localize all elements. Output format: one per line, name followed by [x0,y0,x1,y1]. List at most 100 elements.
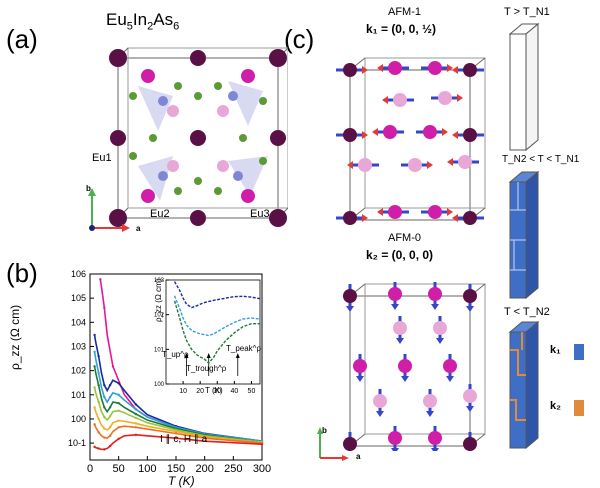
inset-x-tick-label: 40 [230,388,238,395]
data-point [103,427,106,430]
atom-as_green [214,82,222,90]
magnetic-atom-eu_magenta [428,61,442,75]
data-point [134,408,138,411]
inset-plot-frame [165,279,261,385]
spin-arrow-head [466,306,474,312]
spin-arrow-head [426,411,434,417]
data-point [93,333,96,337]
magnetic-atom-eu_magenta [388,61,402,75]
afm0-structure [343,282,486,451]
axis-a-label-a: a [136,224,141,233]
inset-y-tick-label: 101 [154,347,165,353]
spin-arrow-head [391,304,399,310]
data-point [108,383,112,387]
atom-as_green [194,92,202,100]
annotation-t-trough: T_trough^ρ [186,364,227,373]
spin-arrow-head [362,131,368,139]
measurement-condition: I ∥ c, H ∥ a [160,434,208,445]
data-point [108,426,112,429]
atom-eu_dark [270,130,286,146]
axis-b-label-c: b [322,426,327,435]
inset-x-tick-label: 10 [179,388,187,395]
magnetic-atom-eu_magenta [398,359,412,373]
inset-y-tick-label: 102 [154,313,165,319]
atom-eu_dark [190,130,206,146]
legend-swatch-k2 [574,400,584,416]
magnetic-atom-eu_dark [463,289,477,303]
afm1-title: AFM-1 [388,6,421,18]
data-point [97,447,100,450]
resistivity-chart: 0 50 100 150 200 250 30010-1100101102103104105… [68,269,271,475]
spin-arrow-head [442,128,448,136]
spin-arrow-head [431,448,439,451]
magnetic-atom-eu_magenta [428,205,442,219]
data-point [174,436,178,440]
magnetic-atom-eu_pink [393,93,407,107]
atom-eu_dark [190,210,206,226]
magnetic-atom-eu_dark [343,211,357,225]
data-point [103,406,106,409]
magnetic-atom-eu_pink [358,158,372,172]
formula-sub-3: 6 [173,20,180,33]
spin-arrow-head [452,131,458,139]
magnetic-atom-eu_pink [433,321,447,335]
atom-eu_magenta [141,69,155,83]
data-point [117,409,120,412]
data-point [117,437,120,441]
x-tick-label: 100 [138,463,156,475]
magnetic-atom-eu_dark [463,128,477,142]
series-line-1 [93,334,263,442]
atom-as_green [194,177,202,185]
spin-arrow-head [377,64,383,72]
x-tick-label: 200 [195,463,213,475]
atom-eu_dark [110,130,126,146]
y-tick-label: 103 [71,341,86,351]
data-point [134,412,138,416]
formula-sub-1: 5 [126,20,133,33]
atom-as_green [174,82,182,90]
axes-triad-a [88,188,130,232]
atom-eu_magenta [241,69,255,83]
data-point [117,401,120,405]
inset-y-tick-label: 103 [154,278,165,284]
data-point [93,406,96,409]
atom-in_blue [158,171,168,181]
magnetic-atom-eu_magenta [388,431,402,445]
data-point [174,430,178,433]
inset-x-tick-label: 20 [196,388,204,395]
formula-sub-2: 2 [147,20,154,33]
data-point [134,422,138,425]
magnetic-atom-eu_pink [373,394,387,408]
legend-swatch-k1 [574,344,584,360]
data-point [108,395,112,399]
spin-arrow-head [396,338,404,344]
spin-arrow-head [347,161,353,169]
atom-eu_dark [269,49,287,67]
atom-eu_dark [269,209,287,227]
legend-label-k1: k₁ [550,344,561,356]
x-tick-label: 150 [167,463,185,475]
spin-arrow-head [382,96,388,104]
spin-arrow-head [457,94,463,102]
magnetic-atom-eu_pink [458,155,472,169]
data-point [97,354,100,358]
spin-arrow-head [356,376,364,382]
magnetic-atom-eu_pink [438,91,452,105]
magnetic-atom-eu_pink [408,158,422,172]
spin-arrow-head [391,448,399,451]
panel-b-letter: (b) [6,258,38,288]
crystal-structure-figure [109,47,288,227]
x-tick-label: 250 [224,463,242,475]
data-point [93,423,96,426]
spin-arrow-head [447,158,453,166]
afm0-wavevector: k₂ = (0, 0, 0) [366,248,434,262]
site-label-eu3: Eu3 [250,208,270,220]
panel-c-letter: (c) [284,24,315,54]
data-point [108,406,112,409]
magnetic-atom-eu_dark [343,128,357,142]
data-point [97,431,100,434]
axes-triad-c [317,427,349,461]
atom-eu_pink [167,105,179,117]
crystal-formula: Eu5In2As6 [106,10,179,32]
atom-eu_pink [167,160,179,172]
